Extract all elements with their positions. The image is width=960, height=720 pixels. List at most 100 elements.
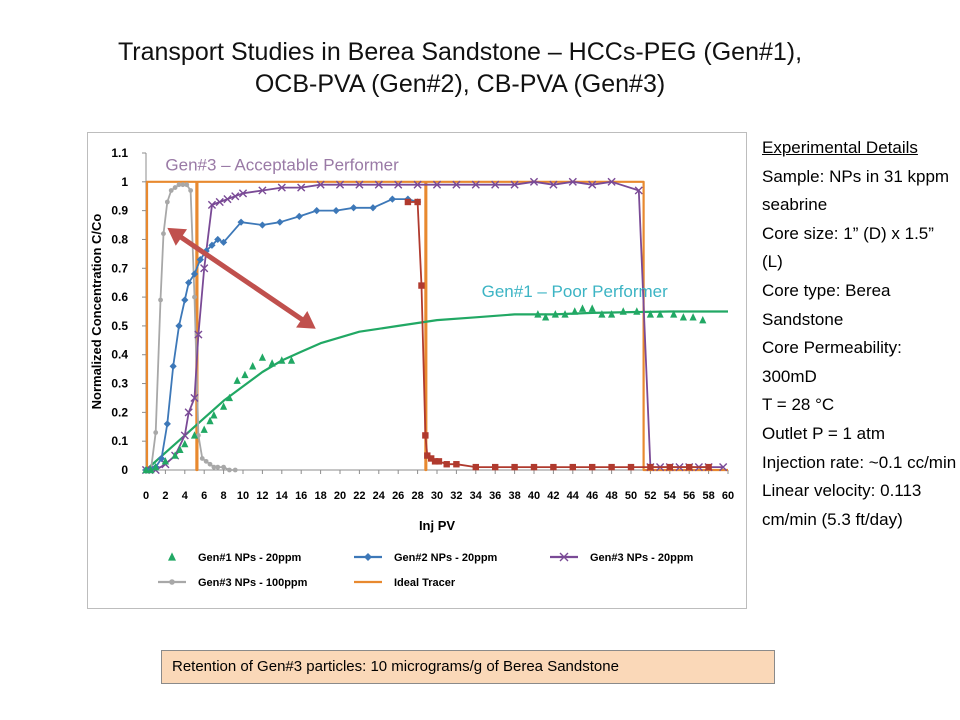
x-tick-label: 52 [644,490,656,502]
data-point-gen-1-nps-20ppm [268,359,276,367]
data-point-gen-2-nps-20ppm [220,238,228,246]
y-tick-label: 0.6 [111,290,128,304]
data-point-gen-1-nps-20ppm [561,310,569,318]
data-point-gen-3-nps-20ppm [374,180,383,189]
data-point-gen-3-nps-100ppm [211,464,217,470]
detail-injection-rate: Injection rate: ~0.1 cc/min [762,452,957,472]
series-gen-1-nps-20ppm [142,304,707,474]
data-point-gen-3-nps-20ppm [180,431,189,440]
data-point-gen-3-nps-20ppm [452,180,461,189]
data-point-gen-3-nps-20ppm [549,180,558,189]
data-point-gen-2-nps-20ppm-post-flush [435,458,443,465]
data-point-gen-2-nps-20ppm [258,221,266,229]
data-point-gen-3-nps-100ppm [153,430,159,435]
data-point-gen-2-nps-20ppm [175,322,183,330]
data-point-gen-2-nps-20ppm-post-flush [424,452,431,459]
details-heading: Experimental Details [762,138,918,157]
data-point-gen-1-nps-20ppm [608,310,616,318]
y-tick-label: 0 [121,463,128,477]
data-point-gen-3-nps-100ppm [161,231,166,237]
data-point-gen-2-nps-20ppm-post-flush [647,463,654,471]
data-point-gen-3-nps-100ppm [215,464,221,470]
x-tick-label: 4 [182,490,189,502]
data-point-gen-1-nps-20ppm [699,315,707,324]
data-point-gen-1-nps-20ppm [578,304,587,312]
data-point-gen-1-nps-20ppm [551,310,559,318]
legend-label: Gen#3 NPs - 20ppm [590,552,694,564]
legend-label: Gen#1 NPs - 20ppm [198,552,302,564]
data-point-gen-1-nps-20ppm [287,356,296,364]
data-point-gen-3-nps-20ppm [568,177,577,186]
data-point-gen-3-nps-20ppm [238,189,248,198]
data-point-gen-1-nps-20ppm [588,304,596,312]
data-point-gen-1-nps-20ppm [249,362,257,370]
data-point-gen-1-nps-20ppm [233,376,241,384]
data-point-gen-1-nps-20ppm [190,431,199,439]
data-point-gen-2-nps-20ppm-post-flush [472,463,479,471]
data-point-gen-2-nps-20ppm [163,420,171,428]
data-point-gen-1-nps-20ppm [656,310,664,318]
chart-panel: 0 0.1 0.2 0.3 0.4 0.5 0.6 0.7 0.8 0.9 1 1.1 0 2 4 6 8 10 1… [87,132,747,609]
data-point-gen-3-nps-20ppm [471,180,480,189]
data-point-gen-2-nps-20ppm [237,218,245,226]
data-point-gen-1-nps-20ppm [571,307,579,315]
data-point-gen-3-nps-100ppm [207,461,213,467]
series-line-gen-2-nps-20ppm-post-flush [407,201,709,468]
data-point-gen-1-nps-20ppm [258,353,266,361]
data-point-gen-1-nps-20ppm [225,393,234,402]
data-point-gen-3-nps-20ppm [258,186,267,195]
title-line-1: Transport Studies in Berea Sandstone – H… [117,38,803,66]
legend-swatch-marker [169,579,175,585]
legend-label: Gen#3 NPs - 100ppm [198,577,308,589]
data-point-gen-3-nps-20ppm [432,180,442,189]
data-point-gen-3-nps-20ppm [529,177,539,186]
x-tick-label: 60 [722,490,734,502]
x-tick-label: 32 [450,490,462,502]
data-point-gen-3-nps-20ppm [215,197,224,207]
experimental-details: Experimental Details Sample: NPs in 31 k… [762,134,958,534]
data-point-gen-1-nps-20ppm [152,462,160,471]
data-point-gen-1-nps-20ppm [679,313,687,321]
data-point-gen-2-nps-20ppm [169,362,177,370]
data-point-gen-2-nps-20ppm [388,195,396,203]
data-point-gen-1-nps-20ppm [200,425,208,433]
data-point-gen-2-nps-20ppm [369,204,377,212]
data-point-gen-2-nps-20ppm [196,256,204,264]
data-point-gen-3-nps-100ppm [227,467,232,473]
data-point-gen-3-nps-100ppm [221,464,227,470]
data-point-gen-2-nps-20ppm [295,212,303,220]
x-tick-label: 56 [683,490,695,502]
data-point-gen-3-nps-20ppm [510,180,519,189]
data-point-gen-1-nps-20ppm [670,310,678,318]
series-gen-3-nps-100ppm [143,182,238,473]
annotation-gen3: Gen#3 – Acceptable Performer [165,155,399,174]
x-tick-label: 44 [567,490,580,502]
title-line-2: OCB-PVA (Gen#2), CB-PVA (Gen#3) [254,70,666,98]
legend-swatch-marker [364,553,372,561]
data-point-gen-2-nps-20ppm-post-flush [453,461,460,468]
y-tick-label: 0.7 [111,261,128,275]
data-point-gen-3-nps-100ppm [188,188,194,193]
y-tick-label: 0.1 [111,434,128,448]
data-point-gen-1-nps-20ppm [598,310,606,318]
data-point-gen-2-nps-20ppm [185,279,193,287]
data-point-gen-2-nps-20ppm-post-flush [705,463,712,471]
data-point-gen-2-nps-20ppm-post-flush [404,198,412,206]
data-point-gen-2-nps-20ppm [313,207,321,215]
transport-chart: 00.10.20.30.40.50.60.70.80.911.10 2 4 6 8 10 1… [89,146,734,589]
x-tick-label: 24 [373,490,386,502]
data-point-gen-1-nps-20ppm [689,313,697,321]
series-line-gen-1-nps-20ppm-fit [145,310,728,471]
data-point-gen-1-nps-20ppm [161,457,169,465]
data-point-gen-1-nps-20ppm [542,313,550,321]
data-point-gen-1-nps-20ppm [206,416,214,425]
detail-linear-velocity: Linear velocity: 0.113 cm/min (5.3 ft/da… [762,481,922,529]
data-point-gen-3-nps-100ppm [195,433,201,438]
x-tick-label: 6 [201,490,207,502]
data-point-gen-1-nps-20ppm [646,310,654,318]
slide-title: Transport Studies in Berea Sandstone – H… [40,36,880,100]
data-point-gen-1-nps-20ppm [147,465,155,474]
data-point-gen-2-nps-20ppm-post-flush [414,198,421,206]
data-point-gen-3-nps-20ppm [588,180,597,189]
data-point-gen-3-nps-20ppm [335,180,345,189]
